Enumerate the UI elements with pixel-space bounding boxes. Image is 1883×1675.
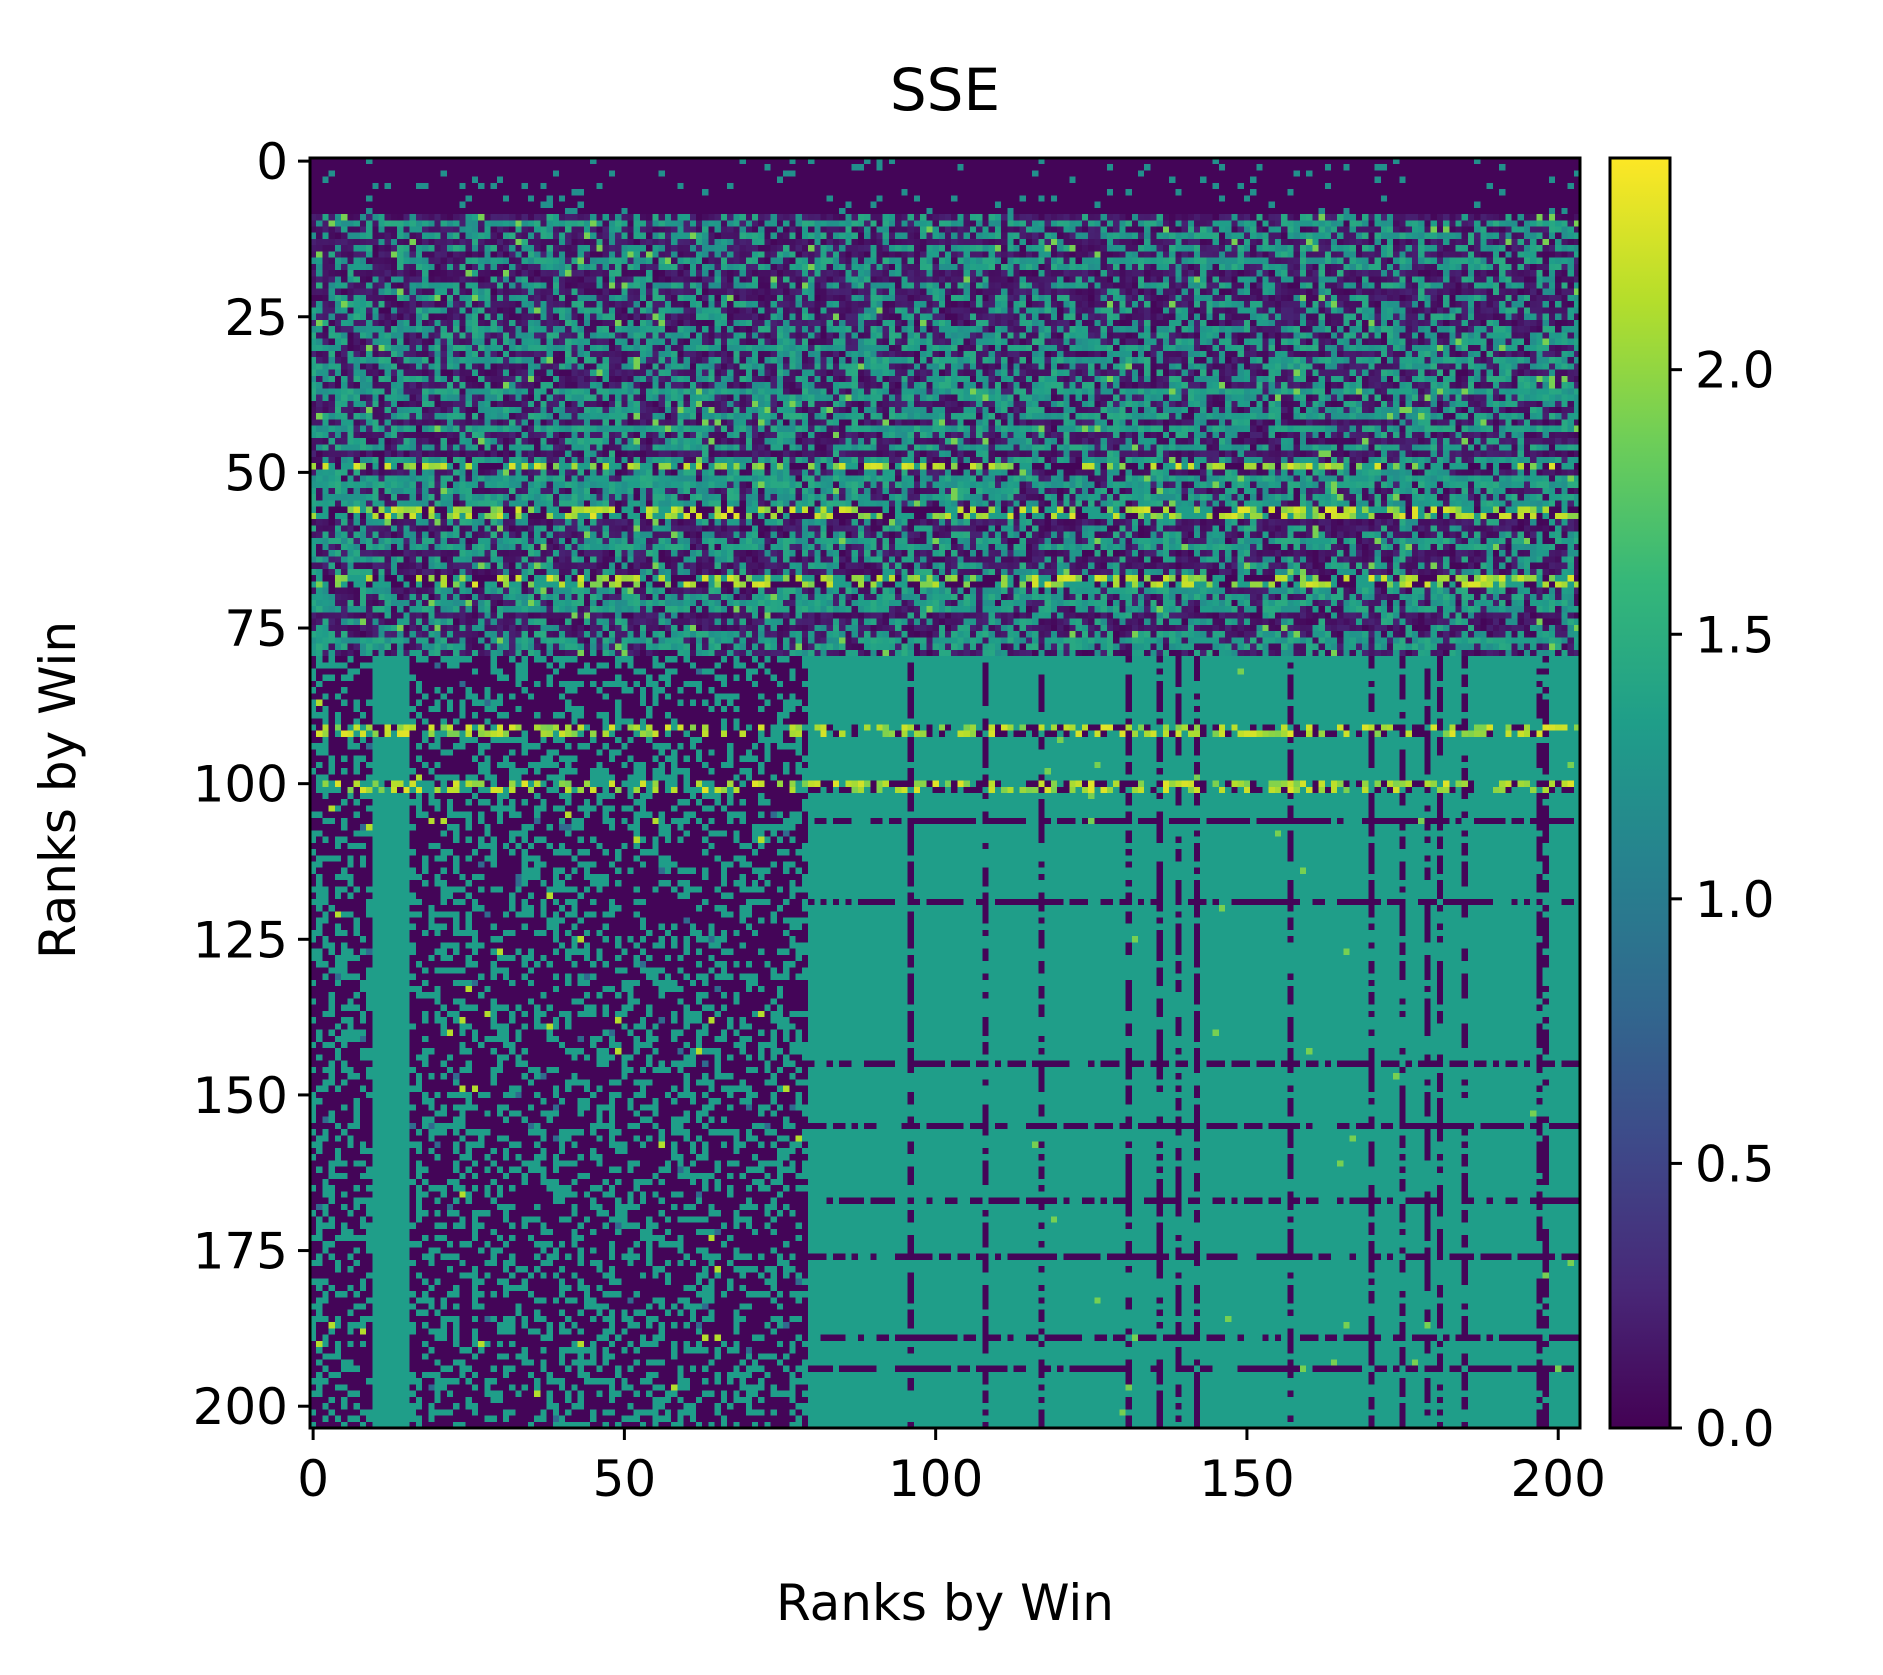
colorbar-tick-label: 0.0: [1695, 1400, 1775, 1458]
x-tick-label: 0: [297, 1450, 329, 1508]
y-tick-label: 175: [193, 1223, 288, 1281]
heatmap-image-container: [310, 158, 1580, 1428]
x-axis-label: Ranks by Win: [776, 1574, 1114, 1632]
x-axis: 0 50 100 150 200: [297, 1428, 1606, 1508]
colorbar-tick-label: 1.5: [1695, 606, 1775, 664]
y-tick-label: 25: [224, 289, 288, 347]
heatmap-cells: [310, 158, 1580, 1428]
y-tick-label: 200: [193, 1378, 288, 1436]
y-tick-label: 0: [256, 133, 288, 191]
x-tick-label: 150: [1199, 1450, 1294, 1508]
x-tick-label: 200: [1510, 1450, 1605, 1508]
colorbar: [1610, 158, 1670, 1428]
y-tick-label: 50: [224, 444, 288, 502]
y-tick-label: 100: [193, 756, 288, 814]
x-tick-label: 50: [593, 1450, 657, 1508]
y-tick-label: 125: [193, 911, 288, 969]
colorbar-tick-label: 0.5: [1695, 1135, 1775, 1193]
x-tick-label: 100: [888, 1450, 983, 1508]
colorbar-tick-label: 2.0: [1695, 342, 1775, 400]
y-tick-label: 150: [193, 1067, 288, 1125]
y-axis: 0 25 50 75 100 125 150 175 200: [193, 133, 310, 1436]
chart-title: SSE: [890, 56, 1000, 124]
colorbar-tick-label: 1.0: [1695, 871, 1775, 929]
colorbar-axis: 0.0 0.5 1.0 1.5 2.0: [1670, 342, 1775, 1458]
y-axis-label: Ranks by Win: [29, 621, 87, 959]
y-tick-label: 75: [224, 600, 288, 658]
